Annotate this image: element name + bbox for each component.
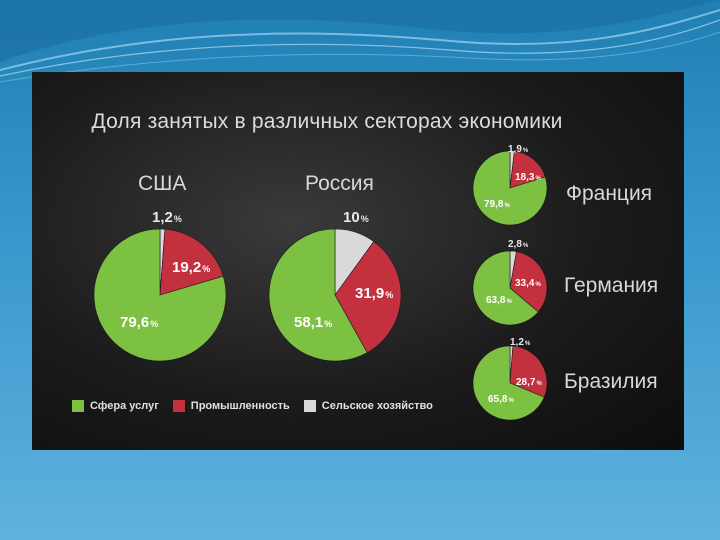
data-label-germany-agriculture: 2,8% (508, 239, 529, 250)
data-label-brazil-services: 65,8% (488, 394, 514, 405)
data-label-brazil-agriculture: 1,2% (510, 337, 531, 348)
legend-label-industry: Промышленность (190, 400, 290, 412)
chart-title: Доля занятых в различных секторах эконом… (91, 110, 563, 133)
decorative-waves (0, 0, 720, 83)
legend-item-services: Сфера услуг (72, 400, 159, 412)
data-label-france-services: 79,8% (484, 199, 510, 210)
pie-slice-russia-services (268, 228, 368, 362)
data-label-germany-services: 63,8% (486, 295, 512, 306)
country-label-usa: США (138, 172, 187, 195)
pie-slice-germany-industry (509, 251, 548, 313)
data-label-russia-agriculture: 10% (343, 209, 369, 226)
legend-label-agriculture: Сельское хозяйство (321, 400, 433, 412)
country-label-france: Франция (566, 182, 653, 205)
data-label-usa-agriculture: 1,2% (152, 209, 182, 226)
data-label-france-industry: 18,3% (515, 172, 541, 183)
country-label-germany: Германия (564, 274, 659, 297)
pie-slice-germany-services (472, 250, 539, 326)
pie-slice-usa-services (93, 228, 227, 362)
legend-swatch-agriculture (303, 400, 316, 412)
legend-item-agriculture: Сельское хозяйство (303, 400, 433, 412)
data-label-usa-services: 79,6% (120, 314, 158, 331)
pie-slice-france-services (472, 150, 548, 226)
data-label-france-agriculture: 1,9% (508, 144, 529, 155)
legend-label-services: Сфера услуг (90, 400, 159, 412)
data-label-russia-services: 58,1% (294, 314, 332, 331)
data-label-brazil-industry: 28,7% (516, 377, 542, 388)
data-label-usa-industry: 19,2% (172, 259, 210, 276)
country-label-brazil: Бразилия (564, 370, 658, 393)
legend-swatch-services (72, 400, 84, 412)
pie-slice-usa-industry (159, 228, 224, 296)
pie-slice-brazil-services (472, 345, 545, 421)
country-label-russia: Россия (305, 172, 374, 195)
pie-slice-france-industry (509, 150, 546, 189)
data-label-germany-industry: 33,4% (515, 278, 541, 289)
data-label-russia-industry: 31,9% (355, 285, 393, 302)
legend-swatch-industry (172, 400, 185, 412)
legend-item-industry: Промышленность (172, 400, 290, 412)
legend: Сфера услуг Промышленность Сельское хозя… (72, 398, 447, 414)
pie-slice-brazil-industry (509, 345, 548, 398)
pie-slice-russia-industry (334, 241, 402, 354)
